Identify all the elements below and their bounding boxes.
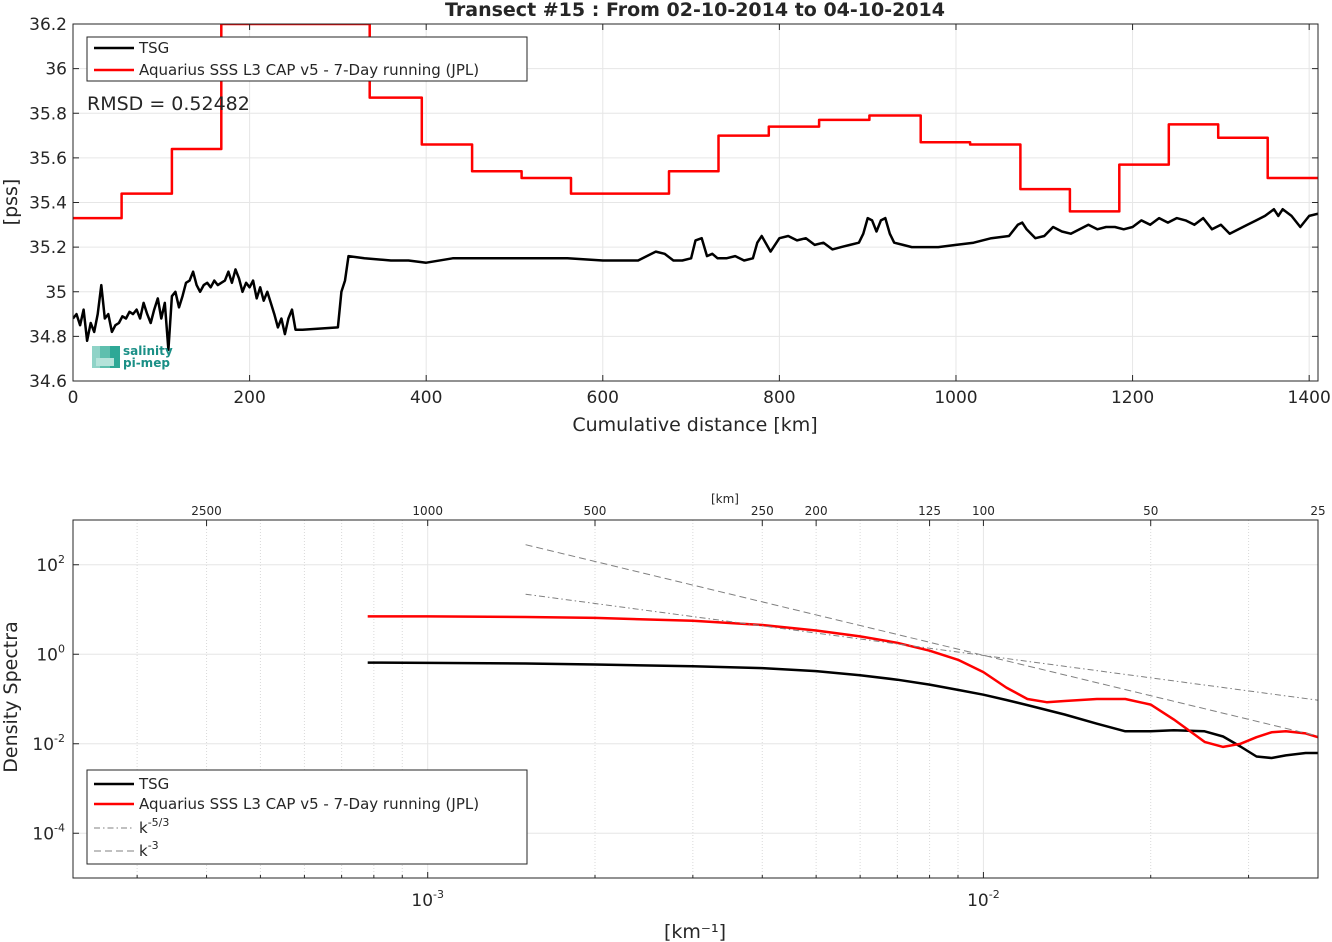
bottom-y-tick-label: 100 bbox=[36, 642, 65, 665]
bottom-top-tick-label: 250 bbox=[751, 504, 774, 518]
top-y-tick-label: 35.8 bbox=[29, 104, 67, 124]
bottom-y-tick-label: 102 bbox=[36, 553, 65, 576]
logo-text-line2: pi-mep bbox=[123, 356, 170, 370]
top-panel: Transect #15 : From 02-10-2014 to 04-10-… bbox=[0, 0, 1331, 436]
bottom-series-k3-line bbox=[525, 544, 1318, 737]
top-legend: TSG Aquarius SSS L3 CAP v5 - 7-Day runni… bbox=[86, 36, 528, 82]
bottom-top-tick-label: 100 bbox=[972, 504, 995, 518]
bottom-legend-label-k3-base: k bbox=[139, 842, 148, 860]
bottom-top-tick-label: 25 bbox=[1310, 504, 1325, 518]
top-chart-title: Transect #15 : From 02-10-2014 to 04-10-… bbox=[445, 0, 945, 21]
top-y-tick-label: 35 bbox=[45, 283, 67, 303]
top-y-axis-label: [pss] bbox=[0, 179, 22, 226]
bottom-top-tick-label: 1000 bbox=[412, 504, 443, 518]
bottom-y-tick-label-base: 10 bbox=[36, 645, 58, 665]
bottom-top-axis-label: [km] bbox=[711, 492, 739, 506]
top-x-tick-label: 1200 bbox=[1111, 388, 1154, 408]
top-y-tick-label: 35.2 bbox=[29, 238, 67, 258]
bottom-y-axis-label: Density Spectra bbox=[0, 621, 22, 772]
top-tick-group: 0 200 400 600 800 1000 1200 1400 34.6 34.8 35 35.2 3… bbox=[29, 15, 1331, 408]
salinity-pi-mep-logo: salinity pi-mep bbox=[92, 344, 173, 370]
bottom-y-tick-label: 10-2 bbox=[32, 732, 65, 755]
top-x-axis-label: Cumulative distance [km] bbox=[572, 414, 817, 436]
bottom-y-tick-label-base: 10 bbox=[36, 556, 58, 576]
bottom-y-tick-label: 10-4 bbox=[32, 821, 65, 844]
bottom-y-tick-label-exp: 2 bbox=[58, 553, 65, 566]
bottom-legend-label-k53-base: k bbox=[139, 819, 148, 837]
top-legend-label-aquarius: Aquarius SSS L3 CAP v5 - 7-Day running (… bbox=[139, 61, 479, 79]
bottom-series-group bbox=[367, 544, 1318, 760]
bottom-x-tick-label-exp: -2 bbox=[989, 888, 1000, 901]
bottom-x-axis-label: [km⁻¹] bbox=[664, 921, 726, 942]
bottom-top-tick-label: 125 bbox=[918, 504, 941, 518]
bottom-grid bbox=[73, 520, 1318, 878]
bottom-legend-label-k53-exp: -5/3 bbox=[148, 816, 170, 829]
top-x-tick-label: 1400 bbox=[1288, 388, 1331, 408]
bottom-legend-label-aquarius: Aquarius SSS L3 CAP v5 - 7-Day running (… bbox=[139, 795, 479, 813]
bottom-x-tick-label-exp: -3 bbox=[433, 888, 444, 901]
bottom-plot-frame bbox=[72, 519, 1319, 879]
bottom-y-tick-label-exp: -2 bbox=[54, 732, 65, 745]
bottom-y-tick-label-exp: 0 bbox=[58, 642, 65, 655]
bottom-x-tick-label-base: 10 bbox=[411, 891, 433, 911]
top-x-tick-label: 600 bbox=[587, 388, 619, 408]
top-series-tsg-line bbox=[73, 207, 1318, 352]
top-y-tick-label: 35.4 bbox=[29, 194, 67, 214]
top-x-tick-label: 400 bbox=[410, 388, 442, 408]
bottom-x-axis-label-text: [km⁻¹] bbox=[664, 921, 726, 942]
bottom-top-tick-label: 2500 bbox=[191, 504, 222, 518]
logo-text-line1: salinity bbox=[123, 344, 173, 358]
bottom-legend: TSG Aquarius SSS L3 CAP v5 - 7-Day runni… bbox=[86, 769, 528, 865]
bottom-top-tick-label: 50 bbox=[1143, 504, 1158, 518]
bottom-x-tick-label-base: 10 bbox=[967, 891, 989, 911]
top-x-tick-label: 1000 bbox=[934, 388, 977, 408]
bottom-legend-box bbox=[86, 769, 528, 865]
bottom-legend-label-k3-exp: -3 bbox=[148, 839, 159, 852]
top-legend-box bbox=[86, 36, 528, 82]
bottom-legend-label-k53: k-5/3 bbox=[139, 816, 169, 837]
bottom-series-k53-line bbox=[525, 593, 1318, 701]
bottom-legend-label-tsg: TSG bbox=[138, 775, 169, 793]
top-y-tick-label: 36 bbox=[45, 60, 67, 80]
bottom-y-tick-label-exp: -4 bbox=[54, 821, 65, 834]
top-x-tick-label: 200 bbox=[233, 388, 265, 408]
bottom-x-tick-label: 10-3 bbox=[411, 888, 444, 911]
bottom-legend-label-k3: k-3 bbox=[139, 839, 159, 860]
top-series-group bbox=[73, 24, 1318, 352]
top-series-aquarius-line bbox=[73, 24, 1318, 220]
top-y-tick-label: 36.2 bbox=[29, 15, 67, 35]
bottom-x-tick-label: 10-2 bbox=[967, 888, 1000, 911]
top-x-tick-label: 0 bbox=[68, 388, 79, 408]
bottom-series-aquarius-line bbox=[367, 615, 1318, 749]
bottom-y-tick-label-base: 10 bbox=[32, 735, 54, 755]
top-y-tick-label: 34.6 bbox=[29, 372, 67, 392]
top-legend-label-tsg: TSG bbox=[138, 39, 169, 57]
top-y-tick-label: 35.6 bbox=[29, 149, 67, 169]
bottom-series-tsg-line bbox=[367, 661, 1318, 760]
rmsd-annotation: RMSD = 0.52482 bbox=[87, 93, 250, 115]
bottom-top-tick-label: 200 bbox=[805, 504, 828, 518]
top-x-tick-label: 800 bbox=[763, 388, 795, 408]
bottom-y-tick-label-base: 10 bbox=[32, 824, 54, 844]
bottom-top-tick-label: 500 bbox=[584, 504, 607, 518]
top-y-tick-label: 34.8 bbox=[29, 327, 67, 347]
